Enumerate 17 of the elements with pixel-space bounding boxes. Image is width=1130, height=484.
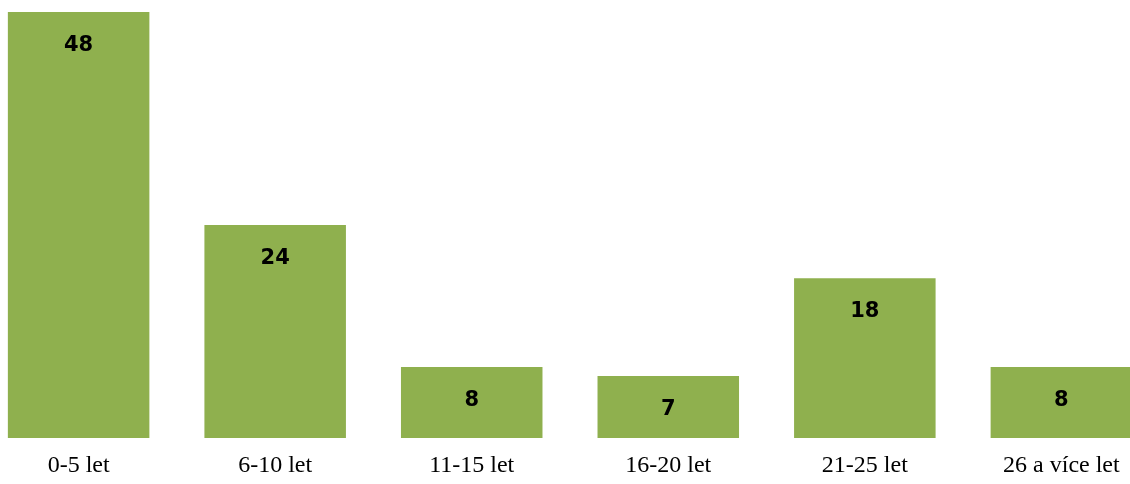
x-tick-label: 0-5 let	[47, 450, 110, 477]
x-tick-label: 11-15 let	[429, 450, 515, 477]
x-tick-label: 26 a více let	[1003, 450, 1121, 477]
x-tick-label: 6-10 let	[238, 450, 313, 477]
bar	[204, 225, 346, 438]
data-label: 24	[260, 245, 290, 269]
bar	[400, 367, 543, 438]
data-label: 18	[850, 298, 880, 323]
bar	[597, 375, 740, 438]
x-tick-label: 21-25 let	[821, 450, 909, 477]
data-label: 8	[1054, 387, 1069, 411]
data-label: 8	[464, 387, 480, 411]
bar	[794, 278, 936, 438]
x-tick-label: 16-20 let	[625, 450, 712, 477]
data-label: 48	[64, 32, 94, 56]
bar	[7, 12, 150, 438]
data-label: 7	[660, 395, 676, 420]
